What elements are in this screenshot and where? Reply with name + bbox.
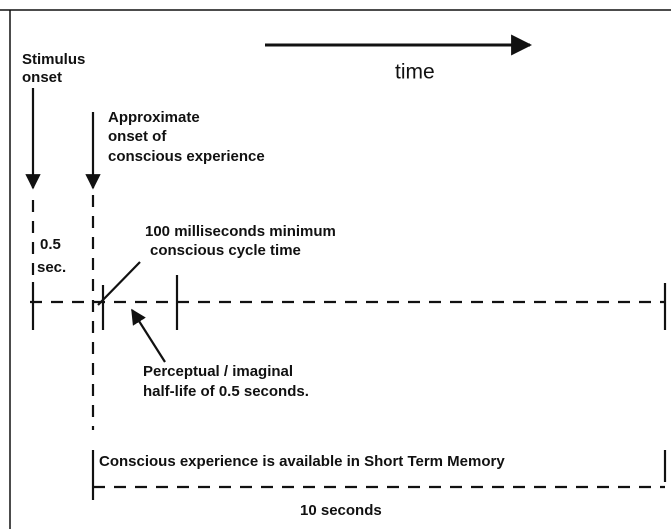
cycle-label: 100 milliseconds minimum [145,223,336,240]
half-life-arrow [131,308,166,363]
duration-label: 10 seconds [300,502,382,519]
interval-label: 0.5 [40,236,61,253]
interval-label: sec. [37,259,66,276]
onset-label: onset of [108,128,167,145]
cycle-pointer [97,261,141,306]
onset-label: conscious experience [108,148,265,165]
onset-label: Approximate [108,109,200,126]
cycle-label: conscious cycle time [150,242,301,259]
stimulus-label: onset [22,69,62,86]
timeline-ticks [31,275,667,330]
time-label: time [395,61,435,84]
frame [0,9,671,529]
half-life-label: half-life of 0.5 seconds. [143,383,309,400]
memory-label: Conscious experience is available in Sho… [99,453,505,470]
stimulus-label: Stimulus [22,51,85,68]
half-life-label: Perceptual / imaginal [143,363,293,380]
